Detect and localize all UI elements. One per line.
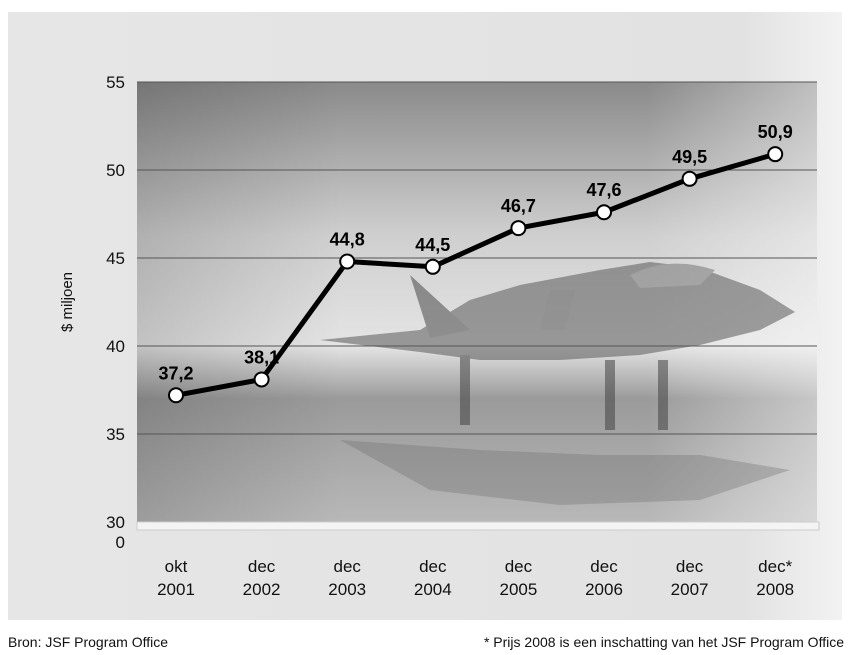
x-tick-label: okt <box>165 557 188 576</box>
y-tick-label: 45 <box>106 249 125 268</box>
plot-panel <box>136 82 820 531</box>
data-label: 37,2 <box>158 363 193 383</box>
y-tick-label: 0 <box>116 533 125 552</box>
y-tick-label: 40 <box>106 337 125 356</box>
x-tick-label: 2001 <box>157 580 195 599</box>
data-point <box>596 204 612 221</box>
data-label: 50,9 <box>758 122 793 142</box>
data-point <box>339 253 356 270</box>
x-tick-label: 2005 <box>499 580 537 599</box>
x-tick-label: dec <box>590 557 618 576</box>
data-point <box>510 220 527 237</box>
data-point <box>424 258 441 275</box>
x-tick-label: 2006 <box>585 580 623 599</box>
y-axis-label: $ miljoen <box>59 272 76 332</box>
series-line <box>168 146 784 404</box>
x-tick-label: 2002 <box>243 580 281 599</box>
x-tick-label: dec <box>333 557 361 576</box>
y-tick-label: 30 <box>106 513 125 532</box>
data-label: 47,6 <box>586 180 621 200</box>
grid-lines <box>137 81 817 435</box>
series-line-path <box>175 151 776 398</box>
x-tick-label: dec <box>248 557 276 576</box>
x-tick-label: dec <box>419 557 447 576</box>
x-tick-label: 2004 <box>414 580 452 599</box>
data-label: 38,1 <box>244 347 279 367</box>
data-label: 49,5 <box>672 147 707 167</box>
x-tick-label: 2008 <box>756 580 794 599</box>
data-label: 44,5 <box>415 235 450 255</box>
data-label: 44,8 <box>330 230 365 250</box>
data-point <box>681 170 698 187</box>
x-tick-label: dec* <box>758 557 792 576</box>
jet-image <box>320 262 795 505</box>
x-tick-label: 2007 <box>671 580 709 599</box>
x-axis: okt 2001 dec 2002 dec 2003 dec 2004 dec 2005 dec 20… <box>157 557 794 599</box>
y-axis: 30 35 40 45 50 55 0 <box>106 73 125 552</box>
data-point <box>767 146 784 163</box>
y-tick-label: 55 <box>106 73 125 92</box>
source-note: Bron: JSF Program Office <box>8 634 169 650</box>
y-tick-label: 50 <box>106 161 125 180</box>
x-tick-label: dec <box>505 557 533 576</box>
x-tick-label: 2003 <box>328 580 366 599</box>
footnote: * Prijs 2008 is een inschatting van het … <box>483 634 844 650</box>
data-point <box>168 387 184 404</box>
y-tick-label: 35 <box>106 425 125 444</box>
data-point <box>253 371 270 388</box>
data-labels: 37,2 38,1 44,8 44,5 46,7 47,6 49,5 50,9 <box>158 122 792 383</box>
data-label: 46,7 <box>501 196 536 216</box>
x-tick-label: dec <box>676 557 704 576</box>
